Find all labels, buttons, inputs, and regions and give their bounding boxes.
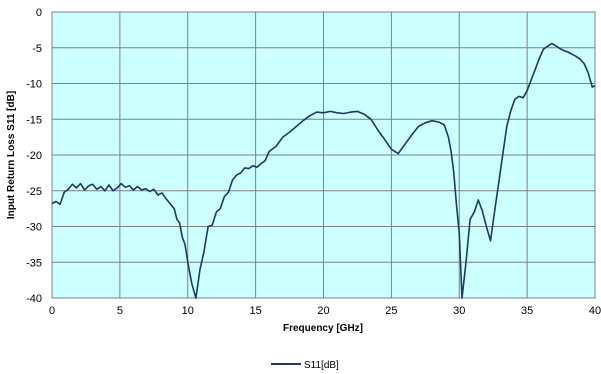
- x-tick-label: 15: [250, 305, 262, 317]
- legend: S11[dB]: [271, 360, 339, 371]
- y-tick-label: -15: [26, 114, 42, 126]
- x-axis-ticks: 0 5 10 15 20 25 30 35 40: [49, 305, 601, 317]
- y-tick-label: -10: [26, 79, 42, 91]
- x-tick-label: 30: [453, 305, 465, 317]
- x-tick-label: 5: [117, 305, 123, 317]
- x-tick-label: 25: [385, 305, 397, 317]
- x-tick-label: 20: [317, 305, 329, 317]
- y-tick-label: -25: [26, 186, 42, 198]
- y-tick-label: -20: [26, 150, 42, 162]
- legend-label-s11: S11[dB]: [304, 360, 339, 371]
- y-tick-label: 0: [36, 7, 42, 19]
- x-tick-label: 0: [49, 305, 55, 317]
- y-tick-label: -30: [26, 222, 42, 234]
- x-tick-label: 35: [521, 305, 533, 317]
- series-line-s11: [51, 42, 596, 299]
- y-axis-title: Input Return Loss S11 [dB]: [6, 91, 17, 219]
- y-tick-label: -40: [26, 293, 42, 305]
- y-axis-ticks: 0 -5 -10 -15 -20 -25 -30 -35 -40: [26, 7, 42, 305]
- y-tick-label: -35: [26, 257, 42, 269]
- y-tick-label: -5: [32, 43, 42, 55]
- x-tick-label: 40: [589, 305, 601, 317]
- x-axis-title: Frequency [GHz]: [283, 323, 363, 334]
- x-tick-label: 10: [182, 305, 194, 317]
